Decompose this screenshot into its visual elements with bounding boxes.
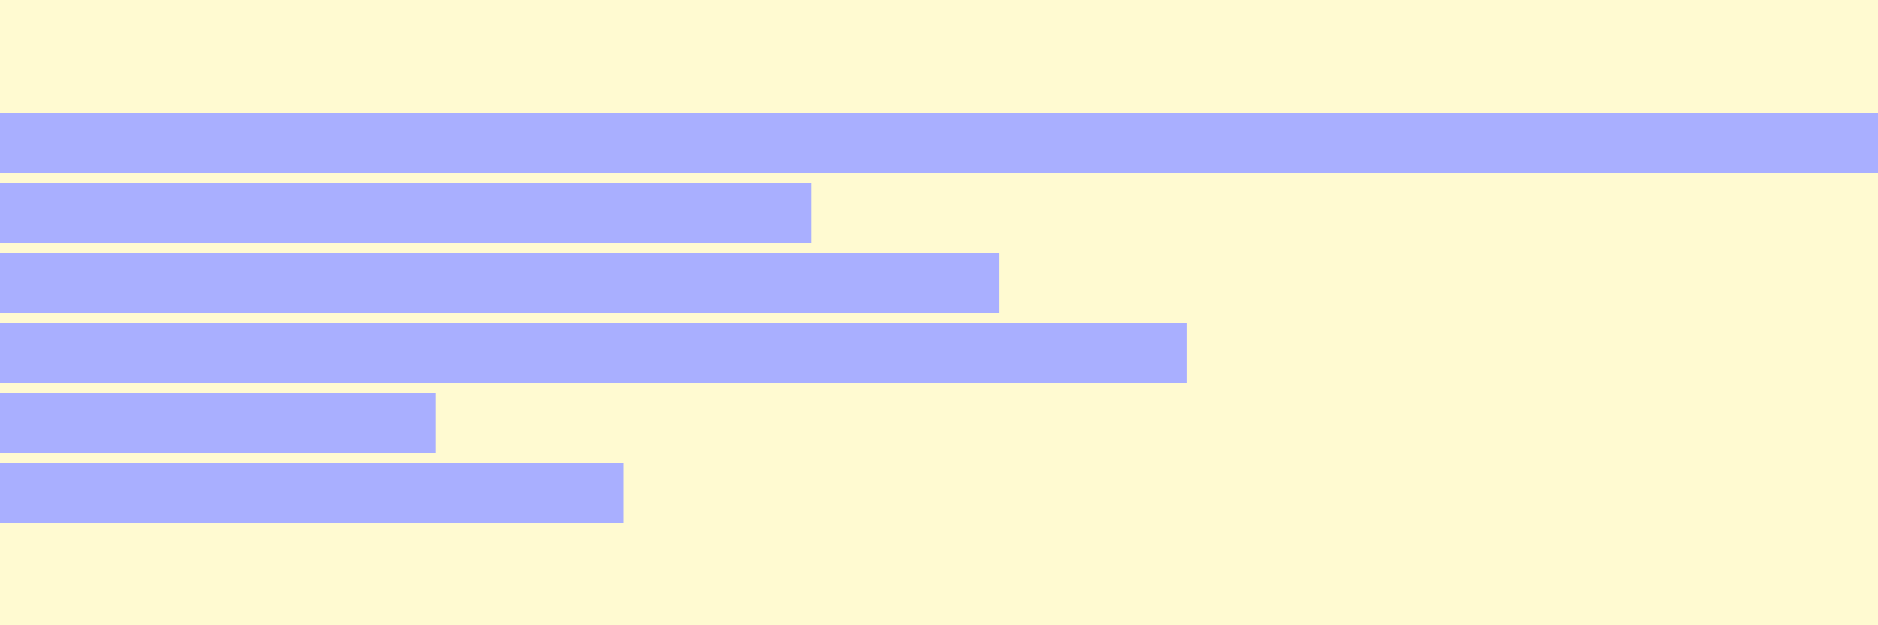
bar-3 — [0, 253, 1000, 313]
bar-4 — [0, 323, 1187, 383]
bar-6 — [0, 463, 624, 523]
bar-1 — [0, 113, 1878, 173]
bar-group — [0, 113, 1878, 523]
bar-2 — [0, 183, 812, 243]
bar-5 — [0, 393, 436, 453]
